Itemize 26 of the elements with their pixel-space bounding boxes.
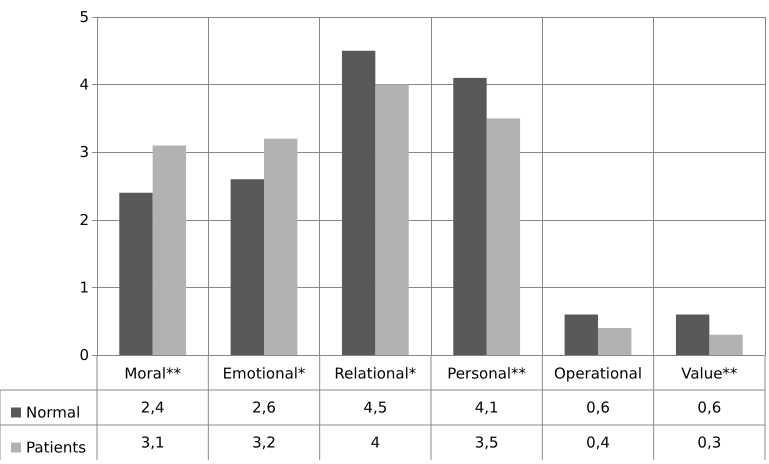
data-label: 3,2 xyxy=(252,434,276,452)
y-tick-label: 3 xyxy=(79,143,89,162)
y-tick-label: 1 xyxy=(79,278,89,296)
x-tick-label: Operational xyxy=(554,364,642,382)
y-tick-label: 0 xyxy=(79,346,89,364)
data-label: 0,6 xyxy=(697,398,722,416)
x-tick-label: Personal** xyxy=(447,364,527,382)
legend-label: Normal xyxy=(26,404,80,422)
data-label: 2,4 xyxy=(140,398,165,416)
legend-label: Patients xyxy=(26,438,86,456)
y-tick-label: 2 xyxy=(79,210,89,229)
data-label: 3,5 xyxy=(474,434,499,452)
y-tick-label: 4 xyxy=(79,76,89,94)
x-tick-label: Moral** xyxy=(124,364,182,382)
data-label: 2,6 xyxy=(252,398,276,416)
data-label: 4,1 xyxy=(474,398,499,416)
data-label: 4,5 xyxy=(363,398,388,416)
data-label: 4 xyxy=(370,434,380,452)
data-label: 0,4 xyxy=(586,434,610,452)
data-label: 0,3 xyxy=(697,434,722,452)
y-tick-label: 5 xyxy=(79,8,89,26)
data-label: 3,1 xyxy=(140,434,165,452)
x-tick-label: Value** xyxy=(681,364,738,382)
data-label: 0,6 xyxy=(586,398,610,416)
x-tick-label: Relational* xyxy=(334,364,417,382)
x-tick-label: Emotional* xyxy=(222,364,306,382)
